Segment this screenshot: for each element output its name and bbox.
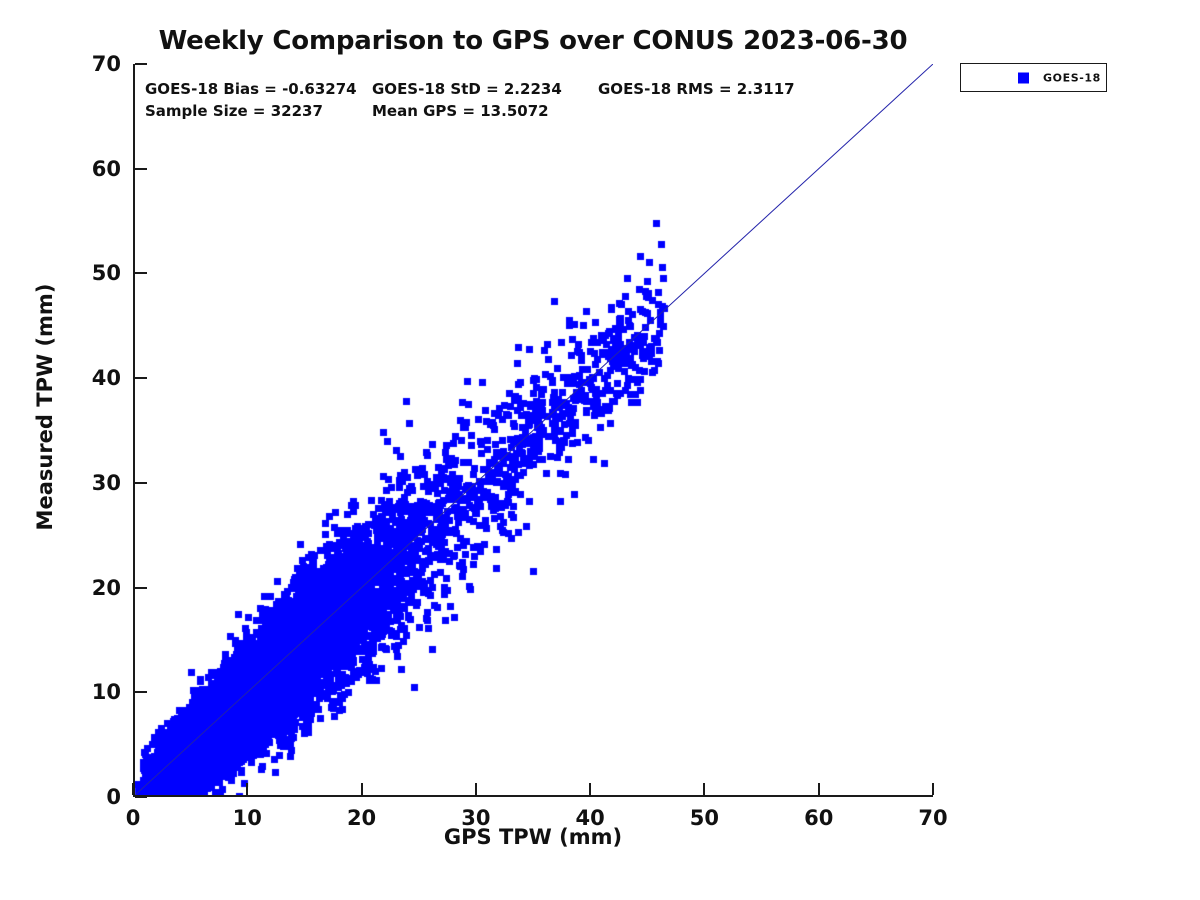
legend-swatch-goes18 <box>1018 72 1029 83</box>
y-tick-40 <box>135 377 147 380</box>
x-tick-label-70: 70 <box>918 806 948 830</box>
y-tick-label-10: 10 <box>91 680 121 705</box>
x-tick-40 <box>589 783 592 795</box>
x-tick-20 <box>360 783 363 795</box>
y-tick-label-70: 70 <box>91 52 121 76</box>
plot-area: 0 10 20 30 40 50 60 70 0 10 20 30 40 50 60 70 <box>92 52 948 830</box>
y-axis-title: Measured TPW (mm) <box>33 283 57 531</box>
y-tick-50 <box>135 272 147 275</box>
scatter-points <box>133 64 933 797</box>
y-tick-label-40: 40 <box>91 366 121 391</box>
y-tick-30 <box>135 481 147 484</box>
y-tick-label-30: 30 <box>91 470 121 495</box>
x-tick-label-50: 50 <box>689 806 720 830</box>
y-tick-label-50: 50 <box>91 261 121 286</box>
y-tick-0 <box>135 796 147 798</box>
y-tick-label-20: 20 <box>91 575 121 600</box>
x-tick-label-20: 20 <box>346 806 377 830</box>
x-tick-0 <box>132 783 134 795</box>
x-tick-60 <box>817 783 820 795</box>
page-title: Weekly Comparison to GPS over CONUS 2023… <box>158 26 908 56</box>
y-tick-70 <box>135 63 147 65</box>
x-tick-30 <box>474 783 477 795</box>
x-tick-10 <box>246 783 249 795</box>
x-tick-label-60: 60 <box>804 806 834 830</box>
x-tick-label-10: 10 <box>232 806 262 830</box>
y-tick-label-60: 60 <box>91 156 121 181</box>
x-axis-title: GPS TPW (mm) <box>443 825 623 849</box>
x-tick-label-0: 0 <box>125 806 141 830</box>
x-axis-spine <box>133 795 933 797</box>
x-tick-50 <box>703 783 706 795</box>
y-tick-20 <box>135 586 147 589</box>
x-tick-70 <box>932 783 934 795</box>
y-tick-60 <box>135 167 147 170</box>
x-tick-label-30: 30 <box>461 806 491 830</box>
x-tick-label-40: 40 <box>575 806 605 830</box>
legend: GOES-18 <box>960 63 1107 92</box>
y-tick-label-0: 0 <box>106 785 121 809</box>
legend-label-goes18: GOES-18 <box>1043 71 1101 84</box>
y-axis-spine <box>133 64 135 797</box>
y-tick-10 <box>135 691 147 694</box>
